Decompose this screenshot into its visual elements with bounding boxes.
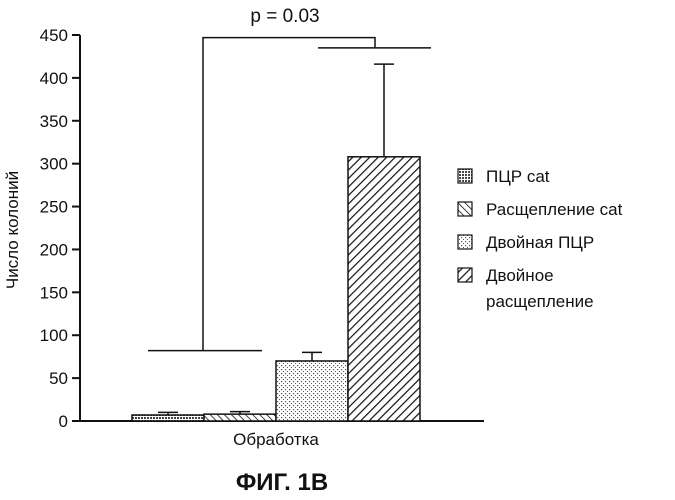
- legend-swatch-1: [458, 169, 472, 183]
- y-tick-label: 300: [40, 155, 68, 174]
- legend-label-2: Расщепление cat: [486, 200, 623, 219]
- legend-label-4: Двойное: [486, 266, 554, 285]
- legend: ПЦР cat Расщепление cat Двойная ПЦР Двойное…: [458, 167, 623, 311]
- legend-swatch-4: [458, 268, 472, 282]
- bar-3: [276, 361, 348, 421]
- legend-swatch-2: [458, 202, 472, 216]
- y-axis-title: Число колоний: [3, 171, 22, 289]
- y-tick-label: 150: [40, 283, 68, 302]
- y-tick-label: 50: [49, 369, 68, 388]
- y-ticks: 0 50 100 150 200 250 300 350 400 450: [40, 26, 80, 431]
- bar-2: [204, 414, 276, 421]
- y-tick-label: 0: [59, 412, 68, 431]
- y-tick-label: 250: [40, 198, 68, 217]
- y-tick-label: 100: [40, 326, 68, 345]
- x-axis-title: Обработка: [233, 430, 319, 449]
- p-value-label: p = 0.03: [250, 6, 319, 27]
- bar-4: [348, 157, 420, 421]
- legend-swatch-3: [458, 235, 472, 249]
- y-tick-label: 350: [40, 112, 68, 131]
- y-tick-label: 400: [40, 69, 68, 88]
- figure-label: ФИГ. 1В: [236, 469, 328, 496]
- legend-label-4: расщепление: [486, 292, 594, 311]
- legend-label-1: ПЦР cat: [486, 167, 550, 186]
- y-tick-label: 450: [40, 26, 68, 45]
- legend-label-3: Двойная ПЦР: [486, 233, 594, 252]
- y-tick-label: 200: [40, 240, 68, 259]
- bar-1: [132, 415, 204, 421]
- bars: [132, 157, 420, 421]
